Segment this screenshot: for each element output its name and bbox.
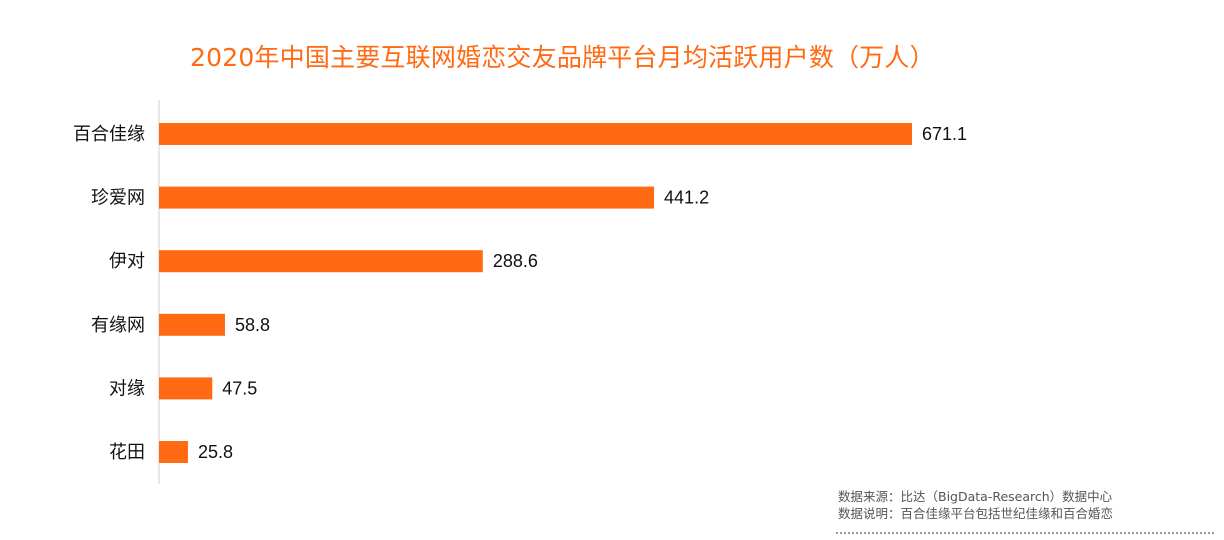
chart-title: 2020年中国主要互联网婚恋交友品牌平台月均活跃用户数（万人） [190, 43, 935, 72]
bar [159, 313, 225, 336]
category-label: 有缘网 [91, 315, 145, 336]
value-label: 441.2 [664, 188, 709, 208]
value-label: 288.6 [493, 251, 538, 271]
source-note: 数据来源：比达（BigData-Research）数据中心 [838, 489, 1113, 504]
bar [159, 250, 483, 273]
value-label: 47.5 [222, 378, 257, 398]
bar [159, 377, 213, 400]
value-label: 25.8 [198, 442, 233, 462]
category-label: 对缘 [109, 378, 145, 399]
explanation-note: 数据说明：百合佳缘平台包括世纪佳缘和百合婚恋 [838, 506, 1114, 521]
bar [159, 123, 912, 145]
dotted-divider [836, 532, 1214, 534]
bar [159, 186, 655, 209]
chart-notes: 数据来源：比达（BigData-Research）数据中心 数据说明：百合佳缘平… [838, 488, 1113, 522]
value-label: 58.8 [235, 315, 270, 335]
bar [159, 441, 188, 463]
category-label: 伊对 [109, 251, 145, 272]
category-label: 花田 [109, 442, 145, 463]
value-label: 671.1 [922, 124, 967, 144]
category-label: 百合佳缘 [73, 124, 145, 145]
category-label: 珍爱网 [91, 188, 145, 209]
